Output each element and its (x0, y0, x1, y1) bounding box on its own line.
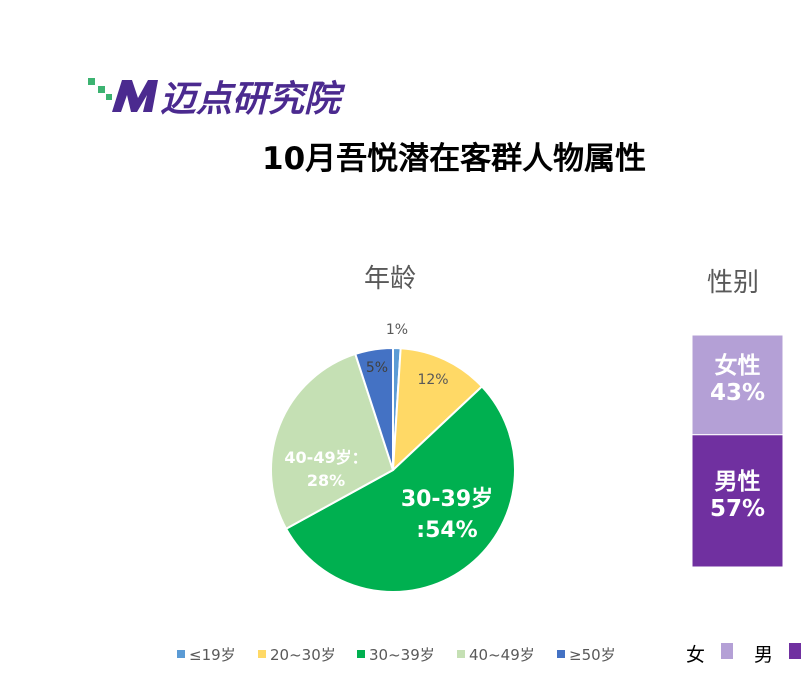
legend-label: ≤19岁 (189, 646, 236, 664)
legend-label: 30~39岁 (369, 646, 435, 664)
data-label: 5% (365, 359, 389, 376)
legend-label: 20~30岁 (270, 646, 336, 664)
logo-text: 迈点研究院 (160, 79, 341, 120)
legend-swatch (557, 650, 565, 658)
logo-icon (88, 78, 158, 112)
pie-slice (270, 352, 395, 531)
data-label: 40-49岁：28% (284, 448, 368, 490)
legend-label: 女 (686, 644, 706, 666)
data-label: 30-39岁 :54% (400, 487, 494, 544)
legend-swatch (258, 650, 266, 658)
legend-swatch (789, 643, 801, 659)
legend-swatch (721, 643, 733, 659)
chart-title: 性别 (707, 268, 760, 298)
legend-swatch (357, 650, 365, 658)
legend-swatch (177, 650, 185, 658)
pie-slice (354, 346, 394, 471)
page-title: 10月吾悦潜在客群人物属性 (262, 141, 647, 177)
legend-label: ≥50岁 (569, 646, 616, 664)
data-label: 1% (385, 321, 409, 338)
chart-title: 年龄 (364, 264, 417, 294)
legend-label: 40~49岁 (469, 646, 535, 664)
legend-label: 男 (754, 644, 774, 666)
bar-segment (691, 434, 784, 568)
pie-slice (284, 385, 517, 593)
pie-slice (391, 347, 484, 473)
bar-segment (691, 334, 784, 436)
legend-swatch (457, 650, 465, 658)
data-label: 女性43% (709, 352, 766, 407)
data-label: 男性57% (709, 468, 766, 523)
data-label: 12% (417, 371, 449, 388)
